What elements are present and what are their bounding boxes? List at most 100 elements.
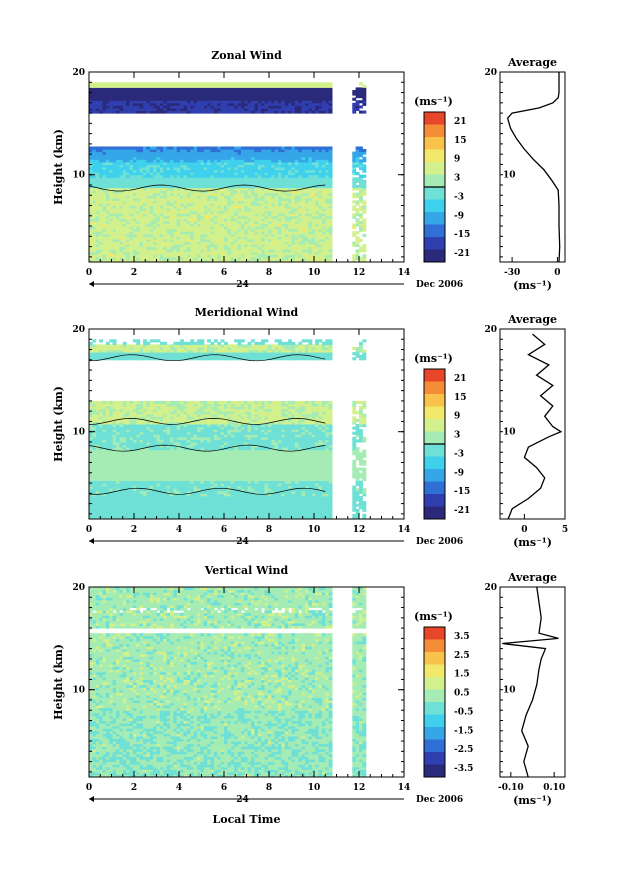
heatmap-cell — [234, 82, 238, 85]
heatmap-cell — [106, 147, 110, 150]
heatmap-cell — [180, 147, 184, 150]
colorbar-swatch — [424, 212, 445, 225]
heatmap-cell — [362, 164, 366, 167]
heatmap-cell — [322, 147, 326, 150]
heatmap-cell — [99, 82, 103, 85]
heatmap-cell — [157, 147, 161, 150]
heatmap-cell — [113, 82, 117, 85]
heatmap-cell — [281, 82, 285, 85]
colorbar-tick-label: -9 — [454, 211, 464, 221]
colorbar-tick-label: -3 — [454, 192, 464, 202]
heatmap-cell — [224, 147, 228, 150]
colorbar-swatch — [424, 200, 445, 213]
heatmap-cell — [362, 85, 366, 88]
heatmap-cell — [359, 213, 363, 216]
heatmap-cell — [356, 177, 360, 180]
x-tick-label: 12 — [353, 268, 366, 278]
x-tick-label: 8 — [266, 268, 272, 278]
heatmap-cell — [315, 147, 319, 150]
heatmap-cell — [241, 147, 245, 150]
heatmap-cell — [288, 82, 292, 85]
heatmap-cell — [356, 231, 360, 234]
day-marker — [89, 281, 94, 287]
heatmap-cell — [170, 82, 174, 85]
colorbar-tick-label: -15 — [454, 230, 470, 240]
heatmap-cell — [119, 147, 123, 150]
heatmap-cell — [126, 147, 130, 150]
heatmap-cell — [140, 147, 144, 150]
heatmap-cells — [89, 82, 366, 262]
heatmap-cell — [359, 175, 363, 178]
heatmap-cell — [359, 105, 363, 108]
heatmap-cell — [92, 147, 96, 150]
colorbar-tick-label: 15 — [454, 136, 467, 146]
average-x-label: (ms⁻¹) — [513, 279, 552, 292]
heatmap-cell — [133, 147, 137, 150]
date-label: Dec 2006 — [416, 280, 463, 290]
heatmap-cell — [268, 82, 272, 85]
heatmap-cell — [116, 147, 120, 150]
heatmap-cell — [197, 82, 201, 85]
heatmap-cell — [359, 100, 363, 103]
heatmap-cell — [305, 147, 309, 150]
heatmap-cell — [362, 149, 366, 152]
heatmap-cell — [359, 82, 363, 85]
heatmap-cell — [130, 82, 134, 85]
average-title: Average — [507, 56, 557, 69]
y-axis-label: Height (km) — [52, 129, 65, 205]
heatmap-cell — [207, 82, 211, 85]
heatmap-cell — [184, 82, 188, 85]
heatmap-cell — [329, 147, 333, 150]
y-tick-label: 10 — [72, 171, 85, 181]
heatmap-cell — [329, 82, 333, 85]
heatmap-cell — [238, 82, 242, 85]
heatmap-cell — [146, 82, 150, 85]
x-tick-label: 2 — [131, 268, 137, 278]
heatmap-cell — [356, 193, 360, 196]
heatmap-cell — [362, 180, 366, 183]
heatmap-cell — [359, 111, 363, 114]
colorbar-swatch — [424, 125, 445, 138]
heatmap-cell — [292, 147, 296, 150]
colorbar-swatch — [424, 225, 445, 238]
colorbar-swatch — [424, 175, 445, 188]
heatmap-cell — [177, 147, 181, 150]
heatmap-cell — [305, 82, 309, 85]
heatmap-cell — [238, 147, 242, 150]
heatmap-cell — [197, 147, 201, 150]
heatmap-cell — [207, 147, 211, 150]
heatmap-cell — [268, 147, 272, 150]
heatmap-cell — [103, 82, 107, 85]
average-profile-line — [508, 72, 560, 262]
x-tick-label: 0 — [86, 268, 92, 278]
y-tick-label: 20 — [72, 68, 85, 78]
heatmap-cell — [288, 147, 292, 150]
heatmap-cell — [214, 147, 218, 150]
heatmap-cell — [302, 147, 306, 150]
heatmap-cell — [278, 147, 282, 150]
x-tick-label: 4 — [176, 268, 182, 278]
panel-title: Meridional Wind — [195, 306, 299, 319]
heatmap-cell — [170, 147, 174, 150]
heatmap-cell — [194, 82, 198, 85]
heatmap-cell — [106, 82, 110, 85]
heatmap-cell — [200, 147, 204, 150]
heatmap-cell — [92, 82, 96, 85]
colorbar-swatch — [424, 112, 445, 125]
heatmap-cell — [224, 82, 228, 85]
x-tick-label: 14 — [398, 268, 411, 278]
heatmap-cell — [261, 82, 265, 85]
x-tick-label: 6 — [221, 268, 227, 278]
heatmap-cell — [89, 147, 93, 150]
heatmap-cell — [221, 147, 225, 150]
heatmap-cell — [362, 254, 366, 257]
heatmap-cell — [184, 147, 188, 150]
heatmap-cell — [180, 82, 184, 85]
heatmap-cell — [126, 82, 130, 85]
heatmap-cell — [143, 82, 147, 85]
heatmap-cell — [187, 82, 191, 85]
heatmap-cell — [251, 147, 255, 150]
average-y-tick-label: 10 — [503, 171, 516, 181]
heatmap-cell — [214, 82, 218, 85]
heatmap-cell — [319, 147, 323, 150]
